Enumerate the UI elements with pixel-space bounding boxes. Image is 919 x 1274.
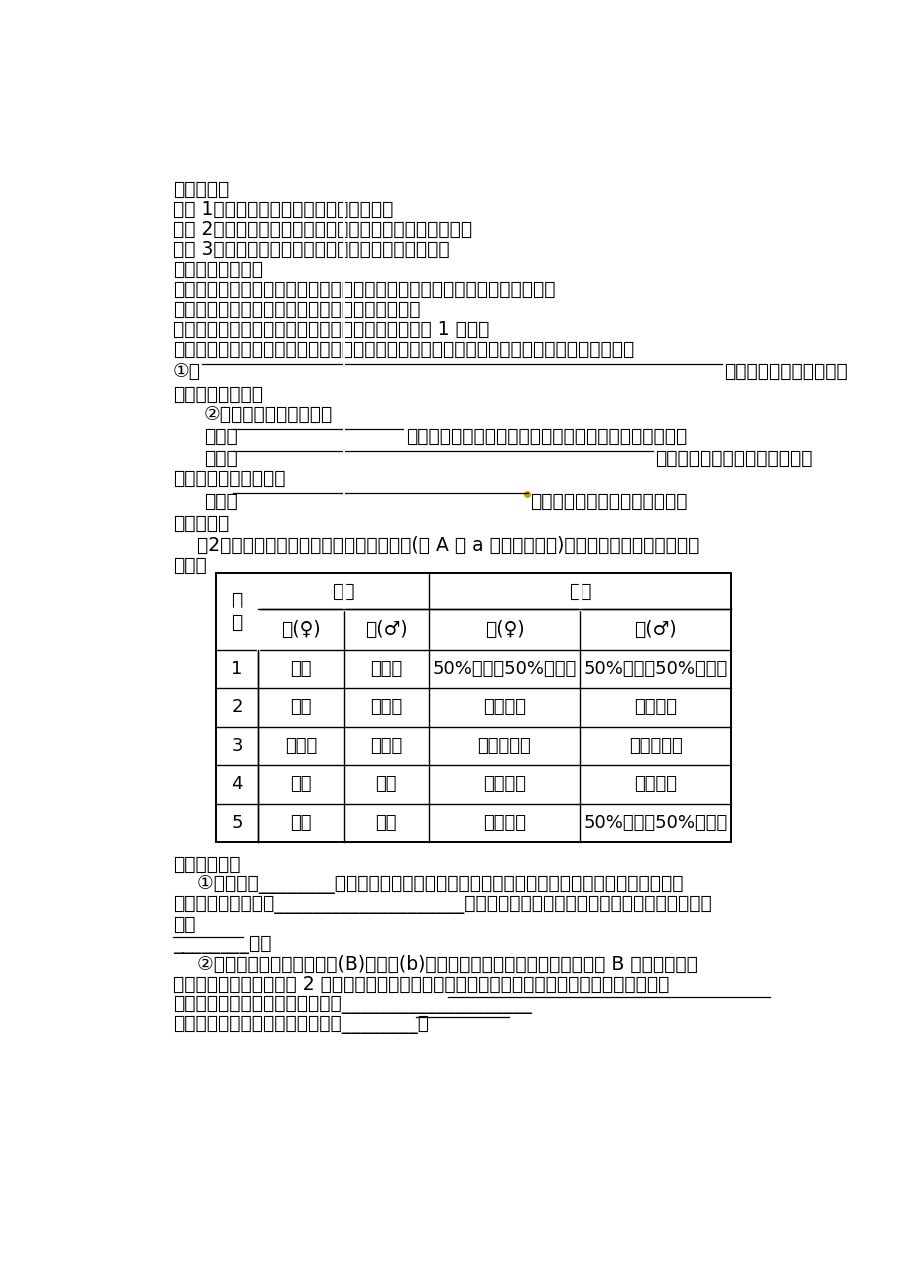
Text: 雄(♂): 雄(♂)	[365, 620, 407, 640]
Text: 5: 5	[231, 814, 243, 832]
Text: 全部弯曲: 全部弯曲	[633, 776, 676, 794]
Text: 50%弯曲，50%不弯曲: 50%弯曲，50%不弯曲	[432, 660, 576, 678]
Text: 请分析回答：: 请分析回答：	[173, 855, 241, 874]
Text: 组
别: 组 别	[232, 591, 243, 632]
Text: 子代: 子代	[568, 581, 591, 600]
Text: 体的表现型（不计性别）及比例为____________________: 体的表现型（不计性别）及比例为____________________	[173, 995, 531, 1014]
Text: 50%弯曲，50%不弯曲: 50%弯曲，50%不弯曲	[583, 814, 727, 832]
Text: 全部不弯曲: 全部不弯曲	[477, 736, 531, 754]
Text: 全部弯曲: 全部弯曲	[482, 776, 526, 794]
Text: 全部弯曲: 全部弯曲	[482, 814, 526, 832]
Text: 弯曲: 弯曲	[375, 776, 397, 794]
Text: 全部弯曲: 全部弯曲	[482, 698, 526, 716]
Text: 交配，观察并记录子代尾: 交配，观察并记录子代尾	[723, 362, 847, 381]
Bar	[216, 572, 731, 842]
Text: ①只依据第________组的杂交结果，即可判断小家鼠尾巴形状的突变基因的遗传方式；该遗: ①只依据第________组的杂交结果，即可判断小家鼠尾巴形状的突变基因的遗传方…	[173, 875, 683, 894]
Text: （2）在小家鼠中有一突变基因使尾巴弯曲(用 A 和 a 表示有关基因)。现有一系列杂交实验结果: （2）在小家鼠中有一突变基因使尾巴弯曲(用 A 和 a 表示有关基因)。现有一系…	[173, 536, 698, 555]
Text: 弯曲: 弯曲	[289, 698, 312, 716]
Bar	[216, 572, 731, 842]
Text: 实验结果：子代出现正常尾小白鼠和短尾小白鼠。: 实验结果：子代出现正常尾小白鼠和短尾小白鼠。	[173, 299, 420, 318]
Text: 设计并完成实验：: 设计并完成实验：	[173, 260, 263, 279]
Text: 全部弯曲: 全部弯曲	[633, 698, 676, 716]
Text: ①用: ①用	[173, 362, 201, 381]
Text: ②预测实验结果及结论：: ②预测实验结果及结论：	[204, 405, 333, 424]
Text: 产生的弯曲短尾雌鼠中，杂合子占________。: 产生的弯曲短尾雌鼠中，杂合子占________。	[173, 1015, 428, 1034]
Text: 且短尾雄鼠为杂合子。: 且短尾雄鼠为杂合子。	[173, 469, 285, 488]
Text: 弯曲: 弯曲	[375, 814, 397, 832]
Text: 实验结论：双亲都是隐性短尾基因的携带者，即假设 1 成立。: 实验结论：双亲都是隐性短尾基因的携带者，即假设 1 成立。	[173, 320, 489, 339]
Text: 雌(♀): 雌(♀)	[281, 620, 321, 640]
Text: 提出假设：: 提出假设：	[173, 180, 229, 199]
Text: 假设 1：双亲都是隐性短尾基因的携带者。: 假设 1：双亲都是隐性短尾基因的携带者。	[173, 200, 393, 219]
Text: 假设 3：短尾雄鼠为显性突变，且短尾雄鼠为杂合子。: 假设 3：短尾雄鼠为显性突变，且短尾雄鼠为杂合子。	[173, 240, 449, 259]
Text: ________组。: ________组。	[173, 935, 271, 954]
Text: 雄(♂): 雄(♂)	[633, 620, 676, 640]
Text: 体在胚胎期死亡。若让第 2 组后代中的一只短尾雌鼠和一只短尾雄鼠交配，则理论上子代中成活个: 体在胚胎期死亡。若让第 2 组后代中的一只短尾雌鼠和一只短尾雄鼠交配，则理论上子…	[173, 975, 669, 994]
Text: 不弯曲: 不弯曲	[369, 698, 402, 716]
Text: 4: 4	[231, 776, 243, 794]
Text: 不弯曲: 不弯曲	[285, 736, 317, 754]
Text: 假设 2：短尾雄鼠为显性突变，且短尾雄鼠为显性纯合子。: 假设 2：短尾雄鼠为显性突变，且短尾雄鼠为显性纯合子。	[173, 220, 471, 238]
Text: ，则证明短尾雄鼠为显性突变，: ，则证明短尾雄鼠为显性突变，	[654, 450, 811, 469]
Text: 50%弯曲，50%不弯曲: 50%弯曲，50%不弯曲	[583, 660, 727, 678]
Text: 不弯曲: 不弯曲	[369, 660, 402, 678]
Text: ②有人发现，小家鼠中短尾(B)对长尾(b)为显性，基因位于常染色体上，基因 B 纯合会导致个: ②有人发现，小家鼠中短尾(B)对长尾(b)为显性，基因位于常染色体上，基因 B …	[173, 956, 698, 975]
Text: ，则证明该短尾雄鼠为显性突变，且短尾雄鼠为纯合子。: ，则证明该短尾雄鼠为显性突变，且短尾雄鼠为纯合子。	[405, 427, 686, 446]
Text: 实验分析讨论：有人认为该实验过程及结果不足以完成相应的探究，请进行有关内容的改进：: 实验分析讨论：有人认为该实验过程及结果不足以完成相应的探究，请进行有关内容的改进…	[173, 340, 634, 359]
Text: 的携带者。: 的携带者。	[173, 513, 229, 533]
Text: 弯曲: 弯曲	[289, 776, 312, 794]
Text: 全部不弯曲: 全部不弯曲	[628, 736, 682, 754]
Text: 如下：: 如下：	[173, 557, 207, 576]
Text: 1: 1	[231, 660, 243, 678]
Text: ，则证明双亲都是隐性短尾基因: ，则证明双亲都是隐性短尾基因	[529, 492, 686, 511]
Text: 3: 3	[231, 736, 243, 754]
Text: 若子代: 若子代	[204, 450, 238, 469]
Text: 若子代: 若子代	[204, 492, 238, 511]
Text: 不弯曲: 不弯曲	[369, 736, 402, 754]
Text: 是第: 是第	[173, 915, 196, 934]
Text: 传方式的主要特点是____________________。在各杂交组别中，不能直接判断性状显隐关系的: 传方式的主要特点是____________________。在各杂交组别中，不能…	[173, 896, 711, 915]
Text: 用这对正常尾双亲中的雌鼠与该短尾雄鼠交配，观察并记录子代尾的表现型。: 用这对正常尾双亲中的雌鼠与该短尾雄鼠交配，观察并记录子代尾的表现型。	[173, 280, 555, 299]
Text: 亲代: 亲代	[332, 581, 355, 600]
Text: 雌(♀): 雌(♀)	[484, 620, 524, 640]
Text: 的表现型及比例。: 的表现型及比例。	[173, 385, 263, 404]
Text: 弯曲: 弯曲	[289, 814, 312, 832]
Text: 若子代: 若子代	[204, 427, 238, 446]
Text: 2: 2	[231, 698, 243, 716]
Text: 弯曲: 弯曲	[289, 660, 312, 678]
